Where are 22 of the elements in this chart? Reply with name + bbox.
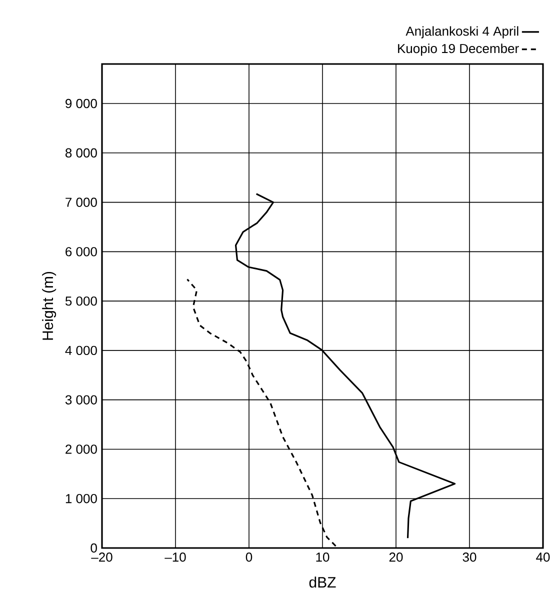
y-tick-label: 7 000 xyxy=(66,198,97,207)
y-tick-label: 0 xyxy=(90,543,97,553)
x-tick-label: 40 xyxy=(536,552,550,562)
x-tick-label: –20 xyxy=(91,552,112,562)
y-tick-label: 5 000 xyxy=(65,296,97,306)
line-series xyxy=(234,193,456,539)
y-tick-label: 1 000 xyxy=(66,494,97,504)
y-tick-label: 6 000 xyxy=(66,247,97,256)
x-tick-label: 30 xyxy=(462,552,476,562)
y-tick-label: 3 000 xyxy=(65,395,97,404)
y-tick-label: 2 000 xyxy=(66,444,97,454)
y-tick-label: 8 000 xyxy=(66,148,97,158)
x-tick-label: 20 xyxy=(389,552,403,562)
y-axis-title: Height (m) xyxy=(42,272,56,340)
x-axis-title: dBZ xyxy=(309,576,336,588)
legend-label: Kuopio 19 December xyxy=(398,44,519,56)
x-tick-label: 0 xyxy=(246,552,252,562)
y-tick-label: 4 000 xyxy=(65,346,97,356)
y-tick-label: 9 000 xyxy=(66,98,97,108)
x-tick-label: –10 xyxy=(164,552,186,562)
legend-label: Anjalankoski 4 April xyxy=(406,26,518,38)
x-tick-label: 10 xyxy=(316,552,330,562)
